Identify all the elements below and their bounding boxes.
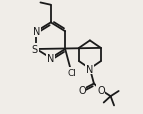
Text: Cl: Cl	[67, 69, 76, 77]
Text: O: O	[97, 85, 105, 95]
Text: N: N	[86, 64, 94, 74]
Text: S: S	[32, 45, 38, 54]
Text: O: O	[78, 85, 86, 95]
Text: N: N	[33, 27, 40, 37]
Text: N: N	[47, 54, 54, 63]
